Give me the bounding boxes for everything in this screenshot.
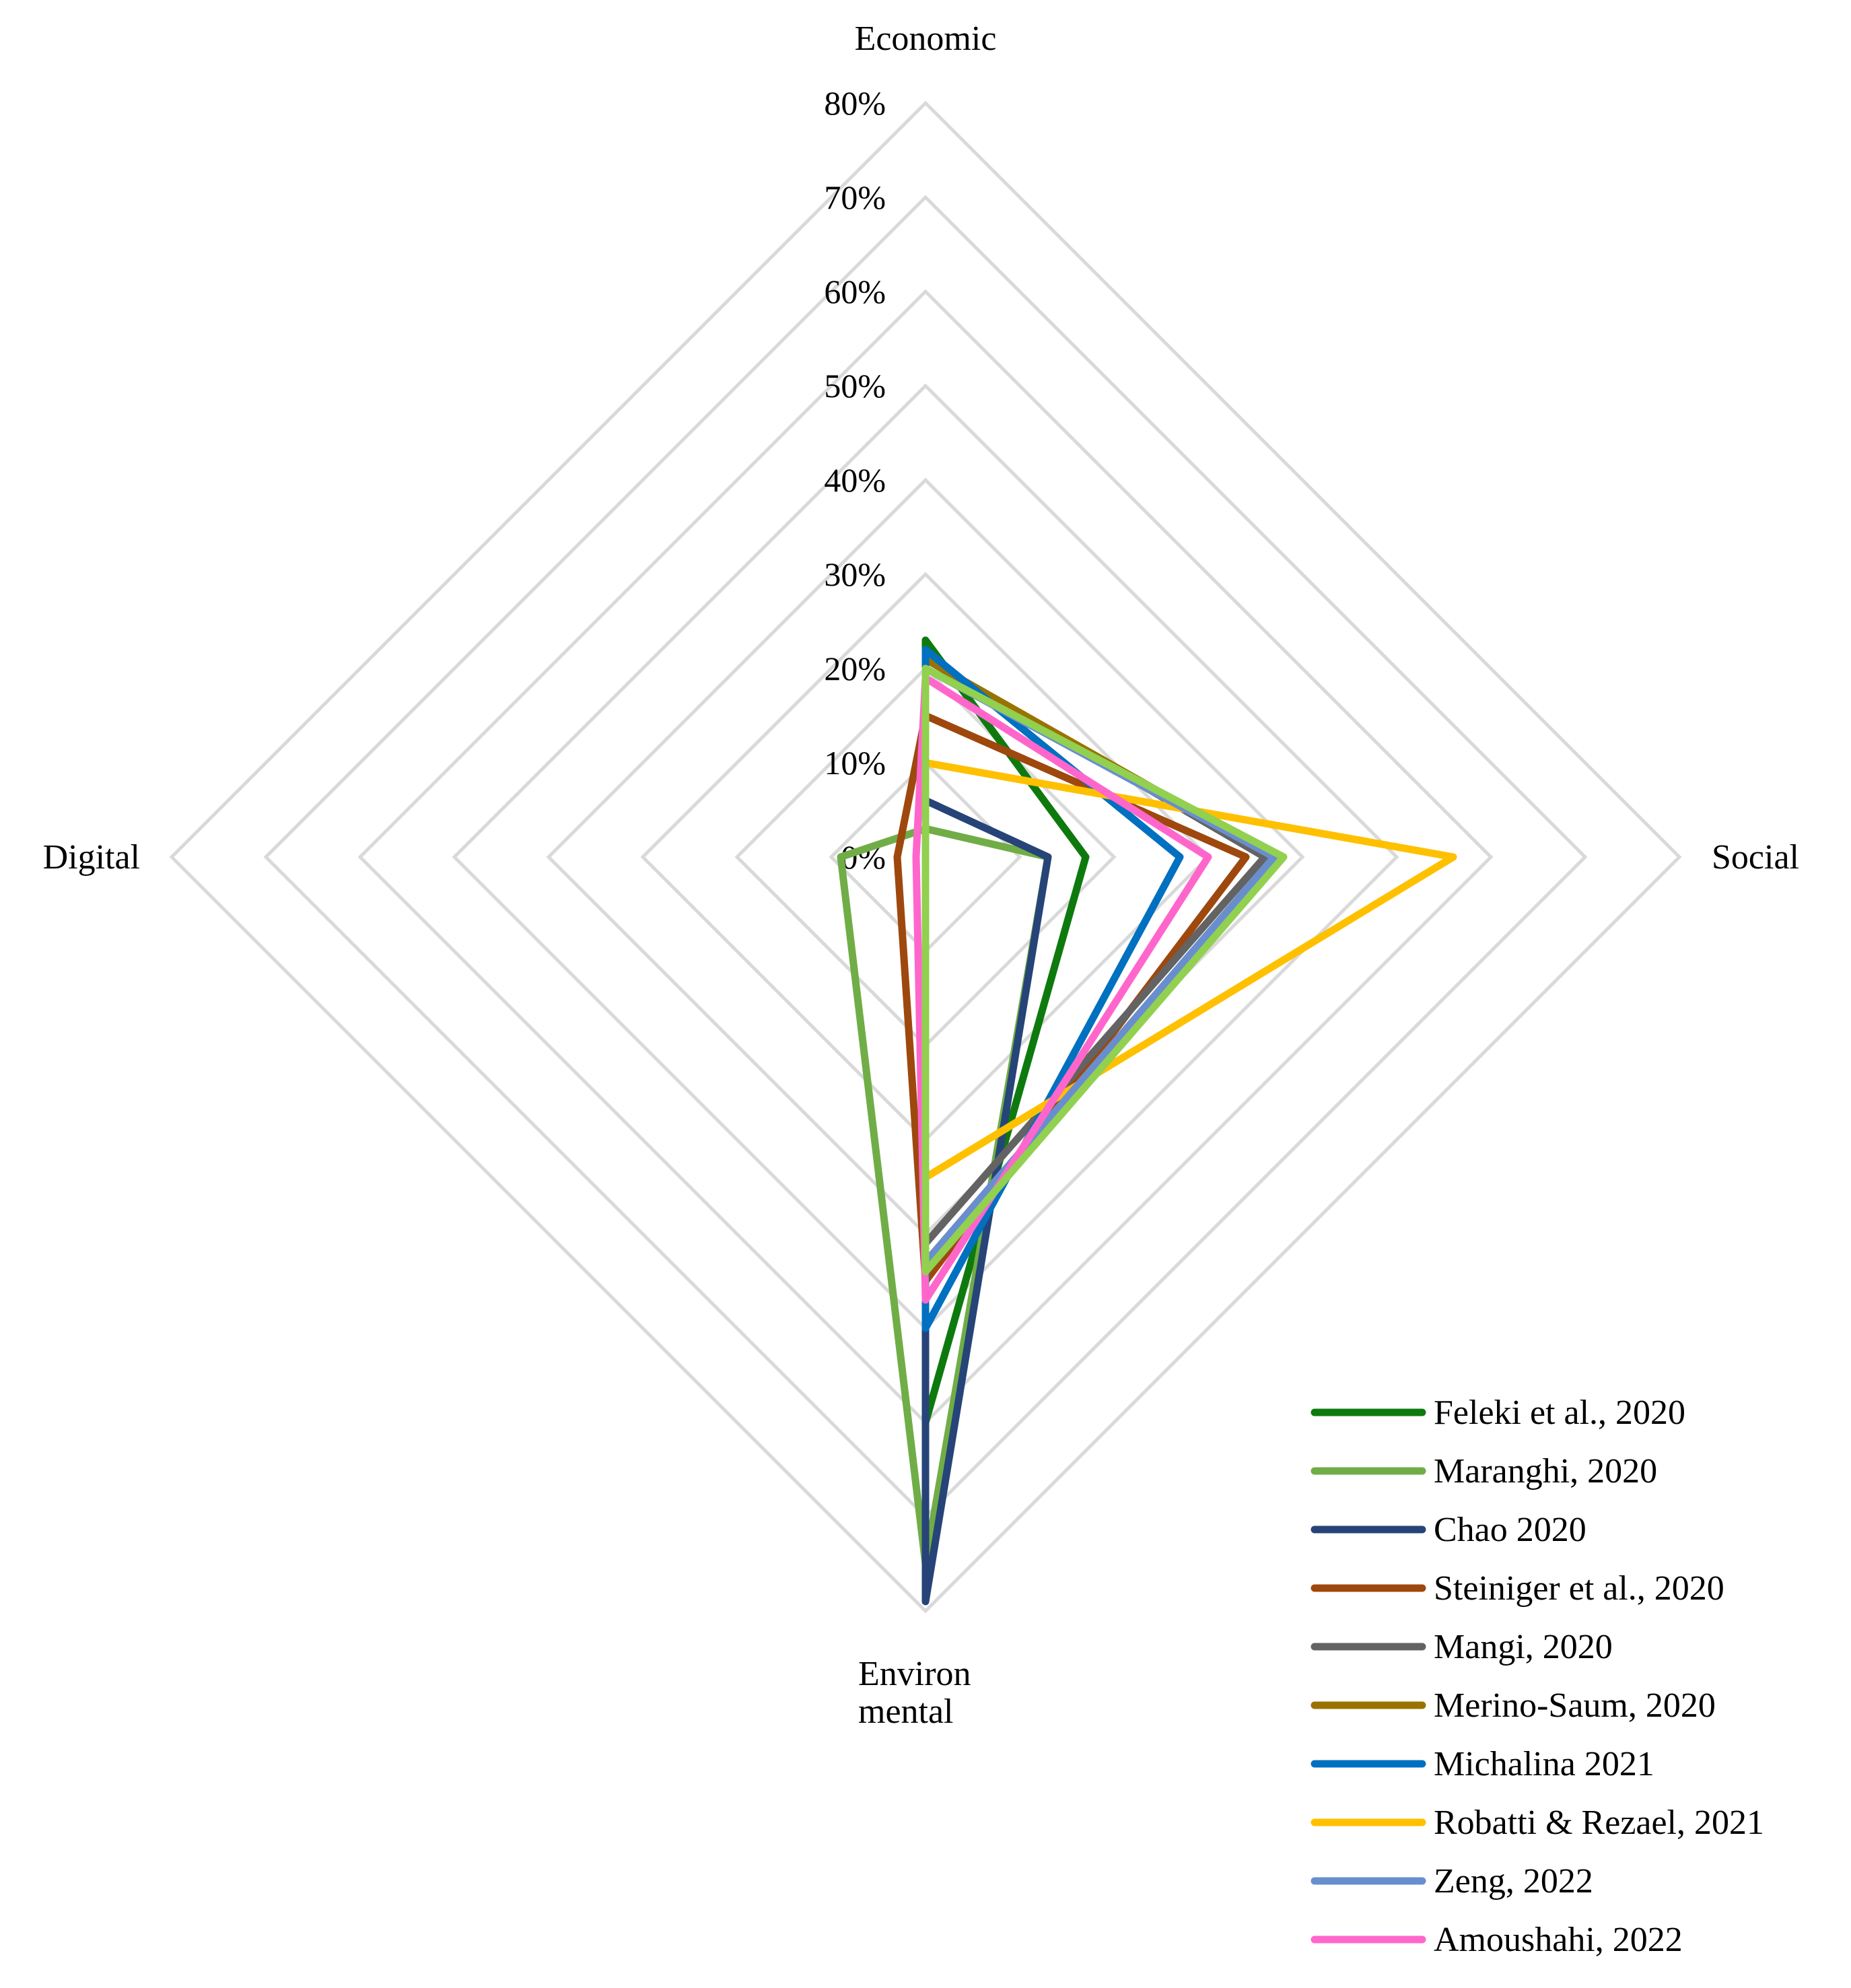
tick-labels: 0%10%20%30%40%50%60%70%80% <box>824 84 886 876</box>
series-line-steiniger-et-al-2020 <box>893 712 1250 1285</box>
legend-label: Feleki et al., 2020 <box>1434 1394 1685 1432</box>
legend-label: Merino-Saum, 2020 <box>1434 1686 1716 1725</box>
legend-label: Robatti & Rezael, 2021 <box>1434 1804 1764 1842</box>
legend-item: Chao 2020 <box>1311 1511 1586 1549</box>
tick-label: 70% <box>824 178 886 216</box>
series-line-maranghi-2020 <box>837 825 1052 1568</box>
legend-label: Zeng, 2022 <box>1434 1862 1593 1900</box>
axis-label-economic: Economic <box>855 20 997 58</box>
legend-label: Steiniger et al., 2020 <box>1434 1569 1724 1608</box>
legend-item: Merino-Saum, 2020 <box>1311 1686 1716 1725</box>
tick-label: 40% <box>824 461 886 499</box>
tick-label: 80% <box>824 84 886 122</box>
legend: Feleki et al., 2020 Maranghi, 2020 Chao 20… <box>1311 1394 1764 1959</box>
axis-label-digital: Digital <box>43 838 140 877</box>
legend-label: Amoushahi, 2022 <box>1434 1921 1683 1959</box>
axis-label-social: Social <box>1712 838 1799 877</box>
legend-item: Mangi, 2020 <box>1311 1628 1613 1666</box>
tick-label: 10% <box>824 744 886 782</box>
tick-label: 50% <box>824 367 886 405</box>
legend-item: Robatti & Rezael, 2021 <box>1311 1804 1764 1842</box>
legend-item: Maranghi, 2020 <box>1311 1452 1657 1490</box>
legend-label: Michalina 2021 <box>1434 1745 1654 1783</box>
legend-item: Steiniger et al., 2020 <box>1311 1569 1724 1608</box>
legend-label: Maranghi, 2020 <box>1434 1452 1657 1490</box>
legend-item: Zeng, 2022 <box>1311 1862 1593 1900</box>
grid-ring-80 <box>169 100 1682 1614</box>
series-layer <box>837 636 1457 1606</box>
tick-label: 20% <box>824 650 886 687</box>
axis-labels: Economic Social Environ mental Digital <box>43 20 1799 1731</box>
legend-label: Mangi, 2020 <box>1434 1628 1613 1666</box>
legend-label: Chao 2020 <box>1434 1511 1586 1549</box>
tick-label: 60% <box>824 273 886 310</box>
axis-label-environ-mental: Environ mental <box>858 1655 971 1731</box>
legend-item: Amoushahi, 2022 <box>1311 1921 1683 1959</box>
series-line-amoushahi-2022 <box>912 674 1212 1304</box>
series-line-mangi-2020 <box>921 655 1269 1247</box>
series-line-unlabeled-10 <box>921 664 1288 1276</box>
legend-item: Feleki et al., 2020 <box>1311 1394 1685 1432</box>
legend-item: Michalina 2021 <box>1311 1745 1654 1783</box>
tick-label: 30% <box>824 555 886 593</box>
